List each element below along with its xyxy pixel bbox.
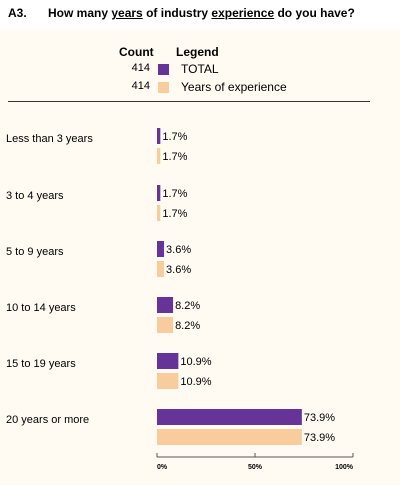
legend-count-years: 414	[131, 80, 150, 92]
x-tick-label: 50%	[248, 464, 263, 471]
bar-years	[157, 429, 302, 445]
legend-count-header: Count	[119, 45, 154, 59]
bar-total	[157, 185, 161, 201]
legend-label-years: Years of experience	[181, 80, 287, 94]
question-text-part: do you have?	[274, 6, 355, 20]
legend-label-total: TOTAL	[181, 62, 219, 76]
bar-total	[157, 128, 161, 144]
value-label: 1.7%	[162, 188, 187, 200]
category-label: 15 to 19 years	[6, 358, 76, 370]
value-label: 1.7%	[162, 151, 187, 163]
legend-swatch-years	[158, 82, 169, 93]
value-label: 1.7%	[162, 131, 187, 143]
divider-line	[8, 101, 370, 102]
legend-header: Legend	[176, 45, 219, 59]
category-label: 5 to 9 years	[6, 246, 64, 258]
value-label: 1.7%	[162, 208, 187, 220]
bar-total	[157, 409, 302, 425]
value-label: 73.9%	[304, 432, 335, 444]
value-label: 3.6%	[166, 244, 191, 256]
value-label: 73.9%	[304, 412, 335, 424]
value-label: 3.6%	[166, 264, 191, 276]
bar-total	[157, 241, 165, 257]
value-label: 8.2%	[175, 320, 200, 332]
bar-years	[157, 261, 165, 277]
question-number: A3.	[8, 6, 27, 20]
bar-total	[157, 297, 174, 313]
bar-years	[157, 317, 174, 333]
question-text: How many years of industry experience do…	[48, 6, 355, 20]
bar-years	[157, 148, 161, 164]
category-label: 20 years or more	[6, 414, 89, 426]
bar-years	[157, 373, 179, 389]
category-label: 3 to 4 years	[6, 190, 64, 202]
category-label: 10 to 14 years	[6, 302, 76, 314]
question-text-part: How many	[48, 6, 112, 20]
bar-total	[157, 353, 179, 369]
question-underlined-experience: experience	[211, 6, 275, 20]
bar-years	[157, 205, 161, 221]
x-tick-label: 0%	[157, 464, 168, 471]
category-label: Less than 3 years	[6, 133, 93, 145]
question-text-part: of industry	[142, 6, 212, 20]
legend-swatch-total	[158, 64, 169, 75]
value-label: 10.9%	[180, 356, 211, 368]
value-label: 8.2%	[175, 300, 200, 312]
question-header: A3. How many years of industry experienc…	[0, 0, 400, 30]
value-label: 10.9%	[180, 376, 211, 388]
x-tick-label: 100%	[335, 464, 354, 471]
legend-count-total: 414	[131, 62, 150, 74]
question-underlined-years: years	[111, 6, 143, 20]
